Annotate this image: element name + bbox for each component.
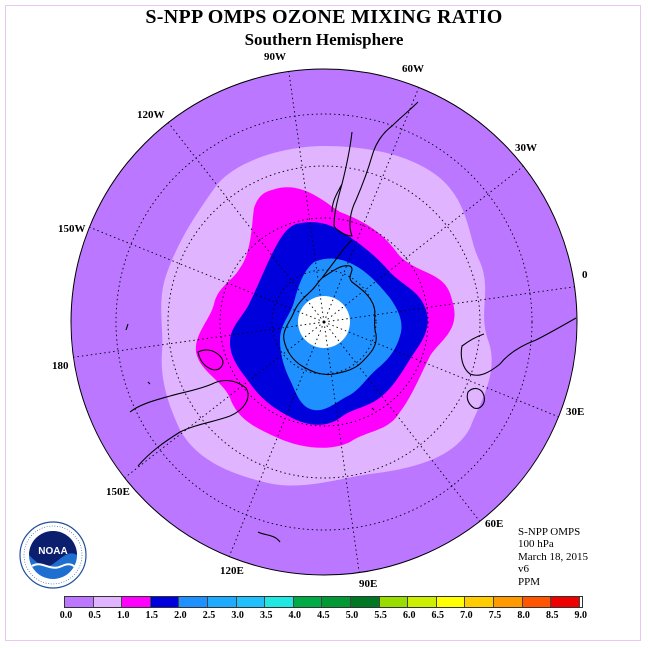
meridian-line — [118, 321, 325, 483]
map-subtitle: Southern Hemisphere — [244, 30, 404, 49]
colorbar-tick-label: 0.0 — [59, 610, 73, 621]
colorbar-tick-label: 4.5 — [317, 610, 330, 621]
south-pole-dot — [322, 320, 326, 324]
colorbar-swatch — [350, 597, 380, 607]
colorbar-tick-label: 1.0 — [116, 610, 130, 621]
meridian-line — [71, 321, 325, 359]
colorbar-swatch — [207, 597, 237, 607]
lon-label-150w: 150W — [58, 223, 86, 235]
colorbar-swatch — [65, 597, 94, 607]
new-zealand-coast — [197, 349, 224, 371]
meridian-line — [323, 321, 566, 420]
colorbar-ticks: 0.0 0.5 1.0 1.5 2.0 2.5 3.0 3.5 4.0 4.5 5.0 5.5 6.0 6… — [0, 610, 648, 624]
meridian-line — [323, 80, 422, 323]
colorbar — [65, 597, 580, 607]
meridian-line — [323, 321, 361, 575]
latitude-circle — [271, 269, 377, 375]
info-instrument: S-NPP OMPS — [518, 526, 581, 538]
meridian-line — [82, 224, 325, 323]
colorbar-tick-label: 6.5 — [431, 610, 445, 621]
info-date: March 18, 2015 — [518, 550, 588, 563]
lon-label-180: 180 — [52, 360, 69, 372]
colorbar-swatch — [265, 597, 294, 607]
colorbar-swatch — [551, 597, 580, 607]
lon-label-0: 0 — [582, 269, 588, 281]
south-america-coast — [331, 101, 419, 237]
noaa-logo-wordmark: NOAA — [38, 546, 67, 557]
graticule — [71, 69, 577, 575]
meridian-line — [163, 116, 325, 323]
colorbar-swatch — [322, 597, 351, 607]
noaa-logo: NOAA — [19, 521, 87, 589]
colorbar-tick-label: 7.0 — [460, 610, 473, 621]
colorbar-swatch — [493, 597, 523, 607]
colorbar-swatch — [150, 597, 180, 607]
map-title: S-NPP OMPS OZONE MIXING RATIO — [145, 6, 503, 28]
latitude-circle — [115, 113, 533, 531]
colorbar-swatch — [293, 597, 323, 607]
info-units: PPM — [518, 575, 541, 588]
meridian-line — [226, 321, 325, 564]
colorbar-swatch — [465, 597, 494, 607]
australia-coast — [129, 379, 249, 467]
colorbar-swatch — [122, 597, 151, 607]
antarctic-peninsula — [321, 239, 353, 279]
info-version: v6 — [518, 563, 529, 576]
colorbar-tick-label: 1.5 — [145, 610, 159, 621]
meridian-line — [323, 161, 530, 323]
colorbar-tick-label: 6.0 — [402, 610, 416, 621]
colorbar-swatch — [436, 597, 466, 607]
coastlines — [125, 101, 577, 575]
lon-label-30e: 30E — [566, 406, 585, 418]
colorbar-swatch — [236, 597, 266, 607]
meridian-line — [323, 321, 485, 528]
colorbar-tick-label: 5.5 — [374, 610, 387, 621]
info-level: 100 hPa — [518, 538, 554, 551]
lon-label-60w: 60W — [402, 63, 424, 75]
colorbar-tick-label: 0.5 — [88, 610, 101, 621]
lon-label-60e: 60E — [485, 518, 504, 530]
lon-label-30w: 30W — [515, 142, 537, 154]
meridian-line — [323, 285, 577, 323]
colorbar-tick-label: 8.0 — [517, 610, 530, 621]
figure-frame — [5, 5, 641, 641]
lon-label-120e: 120E — [220, 565, 244, 577]
colorbar-tick-label: 7.5 — [488, 610, 502, 621]
colorbar-swatch — [408, 597, 437, 607]
lon-label-120w: 120W — [137, 109, 165, 121]
antarctica-coast — [283, 265, 377, 376]
colorbar-tick-label: 2.5 — [202, 610, 216, 621]
colorbar-tick-label: 4.0 — [288, 610, 302, 621]
lon-label-150e: 150E — [106, 486, 130, 498]
colorbar-tick-label: 3.5 — [259, 610, 273, 621]
islands — [125, 323, 375, 575]
colorbar-swatch — [522, 597, 552, 607]
colorbar-tick-label: 2.0 — [174, 610, 187, 621]
lon-label-90e: 90E — [359, 578, 378, 590]
meridian-line — [287, 69, 325, 323]
map-boundary — [70, 68, 578, 576]
colorbar-tick-label: 5.0 — [345, 610, 359, 621]
info-block: S-NPP OMPS 100 hPa March 18, 2015 v6 PPM — [518, 526, 588, 588]
colorbar-tick-label: 8.5 — [545, 610, 559, 621]
latitude-circle — [219, 217, 429, 427]
lon-label-90w: 90W — [264, 51, 286, 63]
colorbar-swatch — [379, 597, 409, 607]
latitude-circle — [167, 165, 481, 479]
colorbar-swatch — [93, 597, 123, 607]
colorbar-tick-label: 9.0 — [574, 610, 588, 621]
colorbar-swatch — [179, 597, 208, 607]
africa-coast — [460, 317, 577, 376]
colorbar-tick-label: 3.0 — [231, 610, 244, 621]
madagascar-coast — [466, 387, 485, 409]
